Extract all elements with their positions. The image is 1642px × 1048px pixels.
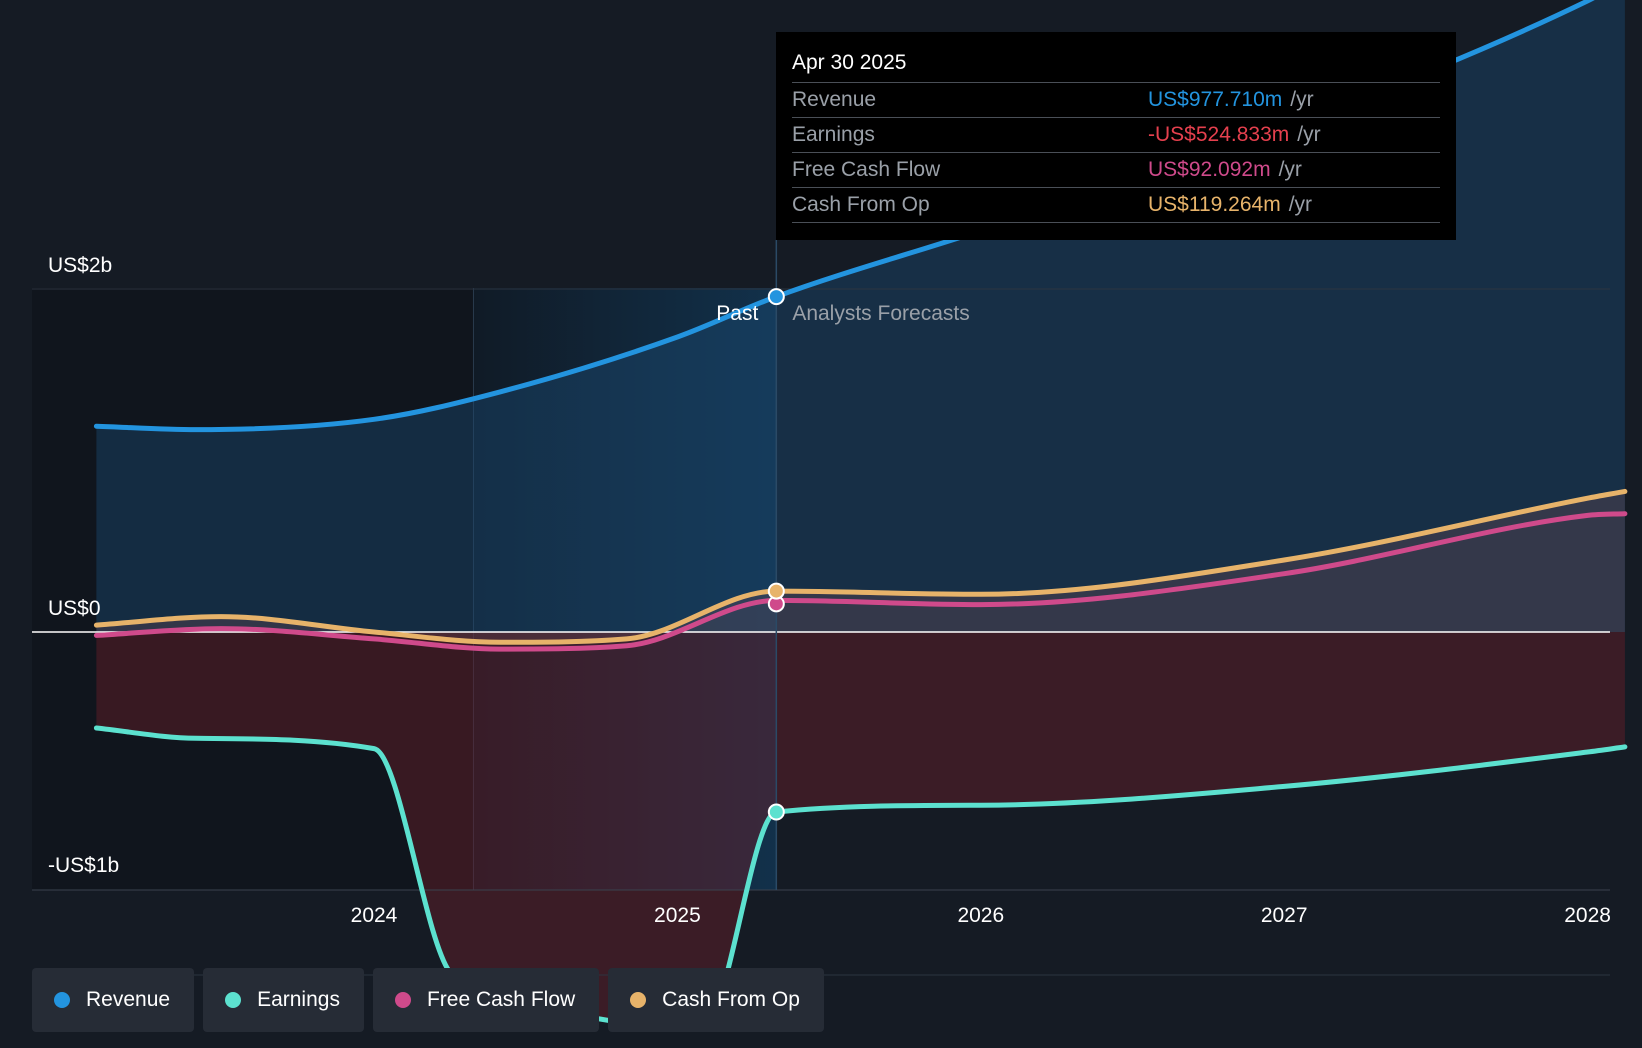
tooltip-label: Revenue	[792, 88, 877, 111]
tooltip-value: US$92.092m	[1148, 158, 1271, 181]
legend: Revenue Earnings Free Cash Flow Cash Fro…	[32, 968, 824, 1032]
tooltip-value: US$119.264m	[1148, 193, 1281, 216]
legend-item-revenue[interactable]: Revenue	[32, 968, 195, 1032]
x-tick-label: 2025	[654, 904, 701, 927]
earnings-area	[96, 632, 1625, 1027]
x-tick-label: 2028	[1564, 904, 1611, 927]
legend-item-free-cash-flow[interactable]: Free Cash Flow	[372, 968, 600, 1032]
past-label: Past	[716, 302, 758, 325]
legend-label: Cash From Op	[662, 988, 800, 1011]
tooltip: Apr 30 2025 Revenue US$977.710m /yr Earn…	[776, 32, 1456, 240]
x-tick-label: 2024	[351, 904, 398, 927]
tooltip-value: -US$524.833m	[1148, 123, 1290, 146]
tooltip-label: Free Cash Flow	[792, 158, 941, 181]
legend-label: Earnings	[257, 988, 340, 1011]
tooltip-unit: /yr	[1297, 123, 1321, 146]
x-tick-label: 2027	[1261, 904, 1308, 927]
legend-dot-icon	[394, 992, 411, 1008]
revenue-marker	[767, 288, 785, 306]
tooltip-label: Earnings	[792, 123, 875, 146]
tooltip-date: Apr 30 2025	[792, 46, 1440, 83]
legend-item-cash-from-op[interactable]: Cash From Op	[608, 968, 824, 1032]
legend-label: Free Cash Flow	[426, 988, 576, 1011]
free-cash-flow-line	[93, 511, 1628, 652]
legend-dot-icon	[630, 992, 647, 1008]
tooltip-unit: /yr	[1278, 158, 1302, 181]
legend-dot-icon	[225, 992, 242, 1008]
tooltip-row-free-cash-flow: Free Cash Flow US$92.092m /yr	[792, 153, 1440, 188]
tooltip-row-revenue: Revenue US$977.710m /yr	[792, 83, 1440, 118]
tooltip-label: Cash From Op	[792, 193, 930, 216]
earnings-marker	[767, 803, 785, 821]
y-label-max: US$2b	[48, 254, 112, 277]
legend-label: Revenue	[86, 988, 171, 1011]
legend-dot-icon	[54, 992, 70, 1008]
cash-from-op-marker	[767, 582, 785, 600]
y-label-min: -US$1b	[48, 854, 119, 877]
tooltip-row-cash-from-op: Cash From Op US$119.264m /yr	[792, 188, 1440, 223]
forecast-label: Analysts Forecasts	[792, 302, 969, 325]
tooltip-value: US$977.710m	[1148, 88, 1283, 111]
tooltip-row-earnings: Earnings -US$524.833m /yr	[792, 118, 1440, 153]
y-label-zero: US$0	[48, 597, 101, 620]
legend-item-earnings[interactable]: Earnings	[203, 968, 364, 1032]
cash-from-op-line	[93, 488, 1628, 645]
past-highlight-region	[473, 288, 777, 890]
cash-from-op-area	[96, 491, 1625, 643]
x-tick-label: 2026	[957, 904, 1004, 927]
tooltip-unit: /yr	[1290, 88, 1314, 111]
tooltip-unit: /yr	[1288, 193, 1313, 216]
